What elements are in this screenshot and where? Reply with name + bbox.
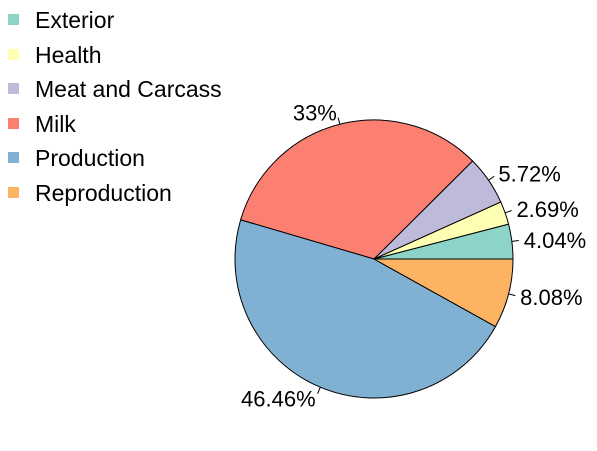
- legend-label-health: Health: [35, 41, 102, 68]
- legend-label-exterior: Exterior: [35, 7, 115, 33]
- legend-swatch-milk: [8, 117, 19, 129]
- label-tick-production: [317, 387, 321, 394]
- value-label-exterior: 4.04%: [524, 228, 586, 253]
- value-label-production: 46.46%: [241, 386, 316, 411]
- legend-label-production: Production: [35, 145, 145, 171]
- value-label-milk: 33%: [293, 101, 337, 126]
- label-tick-health: [504, 210, 512, 214]
- label-tick-meat-and-carcass: [488, 175, 495, 181]
- legend-swatch-exterior: [8, 14, 19, 25]
- label-tick-reproduction: [508, 293, 516, 297]
- value-label-meat-and-carcass: 5.72%: [498, 161, 560, 186]
- legend-swatch-meat-and-carcass: [8, 83, 19, 94]
- label-tick-exterior: [511, 240, 519, 242]
- label-tick-milk: [337, 117, 341, 125]
- legend-swatch-production: [8, 152, 19, 163]
- legend-swatch-health: [8, 48, 19, 60]
- pie-slices: [234, 119, 514, 399]
- value-label-health: 2.69%: [516, 197, 578, 222]
- value-label-reproduction: 8.08%: [520, 285, 582, 310]
- legend-swatch-reproduction: [8, 186, 19, 198]
- pie-value-labels: 4.04% 2.69% 5.72% 33% 46.46% 8.08%: [241, 101, 586, 412]
- legend-label-reproduction: Reproduction: [35, 179, 172, 206]
- legend-label-meat-and-carcass: Meat and Carcass: [35, 76, 222, 102]
- legend-label-milk: Milk: [35, 110, 76, 137]
